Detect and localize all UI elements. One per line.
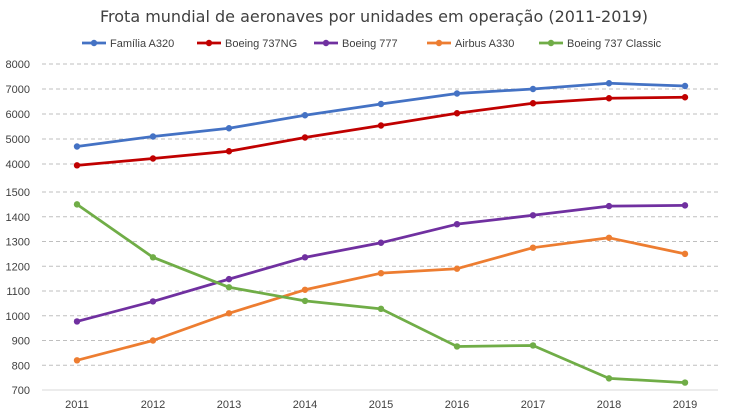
- data-point: [149, 254, 157, 261]
- data-point: [529, 342, 537, 349]
- x-tick-label: 2018: [597, 399, 621, 411]
- x-tick-label: 2014: [293, 399, 317, 411]
- x-tick-label: 2013: [217, 399, 241, 411]
- gridlines: [42, 63, 718, 391]
- series-0: [73, 80, 689, 150]
- y-tick-label: 1100: [6, 286, 30, 298]
- x-tick-label: 2011: [65, 399, 89, 411]
- legend-label: Boeing 737NG: [225, 38, 297, 50]
- data-point: [681, 379, 689, 386]
- data-point: [301, 112, 309, 119]
- data-point: [73, 318, 81, 325]
- legend-marker: [547, 39, 555, 47]
- legend-item: Airbus A330: [427, 38, 514, 50]
- data-point: [605, 202, 613, 210]
- data-point: [149, 133, 157, 140]
- data-point: [453, 90, 461, 97]
- data-point: [453, 110, 461, 117]
- chart-title: Frota mundial de aeronaves por unidades …: [100, 7, 648, 26]
- legend-item: Família A320: [82, 38, 174, 50]
- data-point: [529, 100, 537, 107]
- data-point: [149, 298, 157, 305]
- data-point: [529, 212, 537, 219]
- data-point: [377, 305, 385, 313]
- y-tick-label: 6000: [6, 109, 30, 121]
- y-tick-label: 4000: [6, 159, 30, 171]
- data-point: [605, 95, 613, 102]
- data-point: [73, 162, 81, 169]
- data-point: [681, 250, 689, 258]
- y-tick-label: 1300: [6, 237, 30, 249]
- data-point: [73, 143, 81, 150]
- series-2: [73, 202, 689, 325]
- legend-marker: [205, 39, 213, 47]
- data-point: [605, 234, 613, 241]
- y-tick-label: 7000: [6, 84, 30, 96]
- legend: Família A320 Boeing 737NG Boeing 777 Airbus…: [82, 38, 662, 50]
- y-tick-label: 1500: [6, 187, 30, 199]
- data-point: [301, 297, 309, 305]
- legend-label: Boeing 777: [342, 38, 398, 50]
- data-point: [149, 337, 157, 344]
- series-line: [76, 95, 686, 167]
- data-point: [453, 343, 461, 350]
- data-point: [225, 284, 233, 291]
- data-point: [301, 286, 309, 293]
- series-line: [76, 203, 686, 384]
- data-point: [225, 125, 233, 132]
- y-tick-label: 1400: [6, 212, 30, 224]
- legend-marker: [322, 39, 330, 47]
- legend-marker: [435, 39, 443, 47]
- data-point: [377, 269, 385, 277]
- legend-label: Airbus A330: [455, 38, 514, 50]
- x-tick-label: 2016: [445, 399, 469, 411]
- series-line: [76, 81, 686, 148]
- y-tick-label: 8000: [6, 59, 30, 71]
- x-tick-label: 2015: [369, 399, 393, 411]
- data-point: [377, 100, 385, 108]
- data-point: [225, 275, 233, 283]
- data-point: [605, 80, 613, 87]
- x-axis-ticks: 2011 2012 2013 2014 2015 2016 2017 2018 2019: [65, 399, 697, 411]
- x-tick-label: 2012: [141, 399, 165, 411]
- legend-label: Boeing 737 Classic: [567, 38, 662, 50]
- series-line: [76, 236, 686, 362]
- data-point: [605, 375, 613, 382]
- series-4: [73, 201, 689, 386]
- legend-label: Família A320: [110, 38, 174, 50]
- series-lines: [73, 80, 689, 386]
- data-point: [73, 201, 81, 208]
- series-3: [73, 234, 689, 364]
- data-point: [301, 254, 309, 261]
- x-tick-label: 2017: [521, 399, 545, 411]
- y-axis-ticks: 8000 7000 6000 5000 4000 1500 1400 1300 1200 1100…: [6, 59, 30, 397]
- data-point: [149, 155, 157, 162]
- data-point: [681, 82, 689, 90]
- y-tick-label: 5000: [6, 134, 30, 146]
- legend-item: Boeing 737NG: [197, 38, 297, 50]
- y-tick-label: 700: [12, 385, 30, 397]
- data-point: [377, 239, 385, 246]
- data-point: [225, 310, 233, 317]
- data-point: [529, 85, 537, 93]
- data-point: [681, 94, 689, 101]
- data-point: [681, 202, 689, 209]
- data-point: [301, 134, 309, 141]
- data-point: [453, 265, 461, 272]
- data-point: [73, 357, 81, 364]
- y-tick-label: 1000: [6, 311, 30, 323]
- data-point: [529, 244, 537, 251]
- x-tick-label: 2019: [673, 399, 697, 411]
- data-point: [453, 220, 461, 228]
- legend-item: Boeing 737 Classic: [539, 38, 662, 50]
- y-tick-label: 900: [12, 336, 30, 348]
- data-point: [377, 122, 385, 129]
- data-point: [225, 148, 233, 155]
- series-1: [73, 94, 689, 169]
- y-tick-label: 1200: [6, 261, 30, 273]
- legend-item: Boeing 777: [314, 38, 398, 50]
- y-tick-label: 800: [12, 360, 30, 372]
- legend-marker: [90, 39, 98, 47]
